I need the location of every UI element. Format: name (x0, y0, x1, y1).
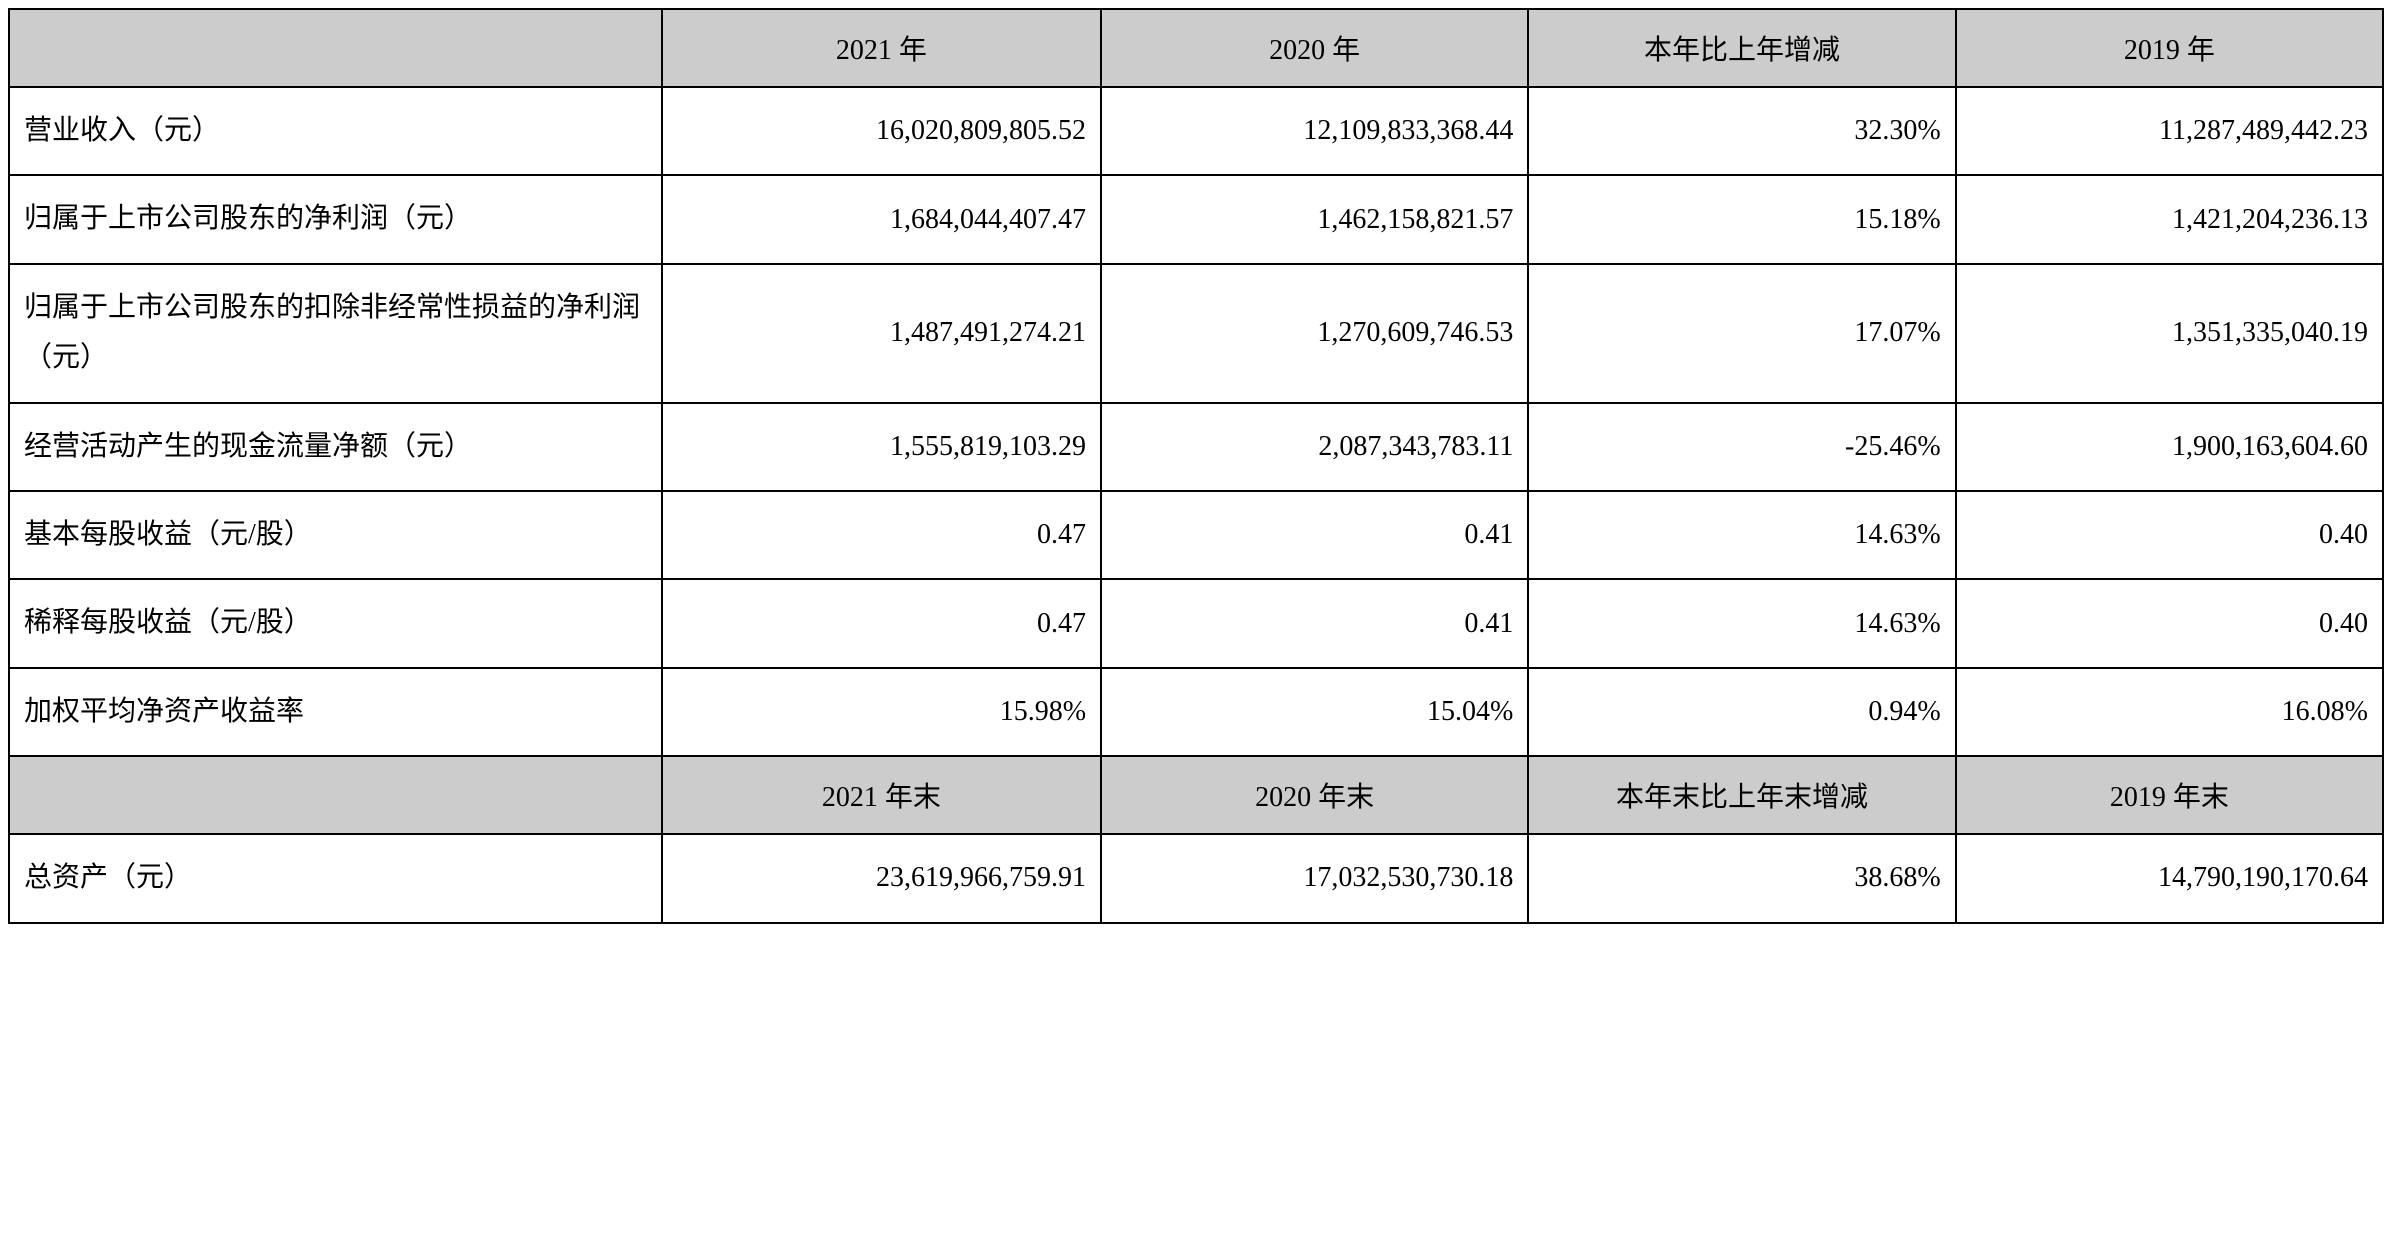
header-change-end: 本年末比上年末增减 (1528, 756, 1955, 834)
row-value-2019: 11,287,489,442.23 (1956, 87, 2383, 175)
row-label: 经营活动产生的现金流量净额（元） (9, 403, 662, 491)
row-value-2020: 17,032,530,730.18 (1101, 834, 1528, 922)
table-header-row: 2021 年 2020 年 本年比上年增减 2019 年 (9, 9, 2383, 87)
row-value-change: 32.30% (1528, 87, 1955, 175)
header-change: 本年比上年增减 (1528, 9, 1955, 87)
table-header-row: 2021 年末 2020 年末 本年末比上年末增减 2019 年末 (9, 756, 2383, 834)
row-value-change: 14.63% (1528, 491, 1955, 579)
row-value-2020: 2,087,343,783.11 (1101, 403, 1528, 491)
header-empty (9, 9, 662, 87)
row-value-2019: 16.08% (1956, 668, 2383, 756)
row-value-2019: 1,900,163,604.60 (1956, 403, 2383, 491)
row-value-2020: 0.41 (1101, 491, 1528, 579)
row-label: 加权平均净资产收益率 (9, 668, 662, 756)
header-2021-end: 2021 年末 (662, 756, 1101, 834)
row-label: 稀释每股收益（元/股） (9, 579, 662, 667)
row-value-2020: 12,109,833,368.44 (1101, 87, 1528, 175)
header-2019-end: 2019 年末 (1956, 756, 2383, 834)
table-row: 基本每股收益（元/股） 0.47 0.41 14.63% 0.40 (9, 491, 2383, 579)
row-value-2021: 0.47 (662, 491, 1101, 579)
financial-table: 2021 年 2020 年 本年比上年增减 2019 年 营业收入（元） 16,… (8, 8, 2384, 924)
row-label: 基本每股收益（元/股） (9, 491, 662, 579)
row-label: 总资产（元） (9, 834, 662, 922)
row-value-change: 38.68% (1528, 834, 1955, 922)
row-value-2021: 1,487,491,274.21 (662, 264, 1101, 403)
row-value-2021: 16,020,809,805.52 (662, 87, 1101, 175)
row-value-2020: 0.41 (1101, 579, 1528, 667)
row-value-2019: 1,421,204,236.13 (1956, 175, 2383, 263)
table-row: 稀释每股收益（元/股） 0.47 0.41 14.63% 0.40 (9, 579, 2383, 667)
row-value-change: 0.94% (1528, 668, 1955, 756)
header-2020: 2020 年 (1101, 9, 1528, 87)
row-label: 归属于上市公司股东的净利润（元） (9, 175, 662, 263)
row-value-2019: 1,351,335,040.19 (1956, 264, 2383, 403)
row-value-2019: 0.40 (1956, 491, 2383, 579)
header-2019: 2019 年 (1956, 9, 2383, 87)
row-label: 营业收入（元） (9, 87, 662, 175)
header-2020-end: 2020 年末 (1101, 756, 1528, 834)
row-value-2021: 23,619,966,759.91 (662, 834, 1101, 922)
table-row: 营业收入（元） 16,020,809,805.52 12,109,833,368… (9, 87, 2383, 175)
row-label: 归属于上市公司股东的扣除非经常性损益的净利润（元） (9, 264, 662, 403)
row-value-change: -25.46% (1528, 403, 1955, 491)
row-value-2021: 15.98% (662, 668, 1101, 756)
row-value-2021: 1,555,819,103.29 (662, 403, 1101, 491)
row-value-2021: 1,684,044,407.47 (662, 175, 1101, 263)
row-value-change: 14.63% (1528, 579, 1955, 667)
row-value-change: 17.07% (1528, 264, 1955, 403)
row-value-2019: 14,790,190,170.64 (1956, 834, 2383, 922)
row-value-2020: 1,270,609,746.53 (1101, 264, 1528, 403)
header-empty (9, 756, 662, 834)
table-row: 经营活动产生的现金流量净额（元） 1,555,819,103.29 2,087,… (9, 403, 2383, 491)
row-value-change: 15.18% (1528, 175, 1955, 263)
row-value-2019: 0.40 (1956, 579, 2383, 667)
table-row: 总资产（元） 23,619,966,759.91 17,032,530,730.… (9, 834, 2383, 922)
table-row: 归属于上市公司股东的净利润（元） 1,684,044,407.47 1,462,… (9, 175, 2383, 263)
row-value-2020: 1,462,158,821.57 (1101, 175, 1528, 263)
header-2021: 2021 年 (662, 9, 1101, 87)
row-value-2021: 0.47 (662, 579, 1101, 667)
table-row: 归属于上市公司股东的扣除非经常性损益的净利润（元） 1,487,491,274.… (9, 264, 2383, 403)
row-value-2020: 15.04% (1101, 668, 1528, 756)
table-row: 加权平均净资产收益率 15.98% 15.04% 0.94% 16.08% (9, 668, 2383, 756)
